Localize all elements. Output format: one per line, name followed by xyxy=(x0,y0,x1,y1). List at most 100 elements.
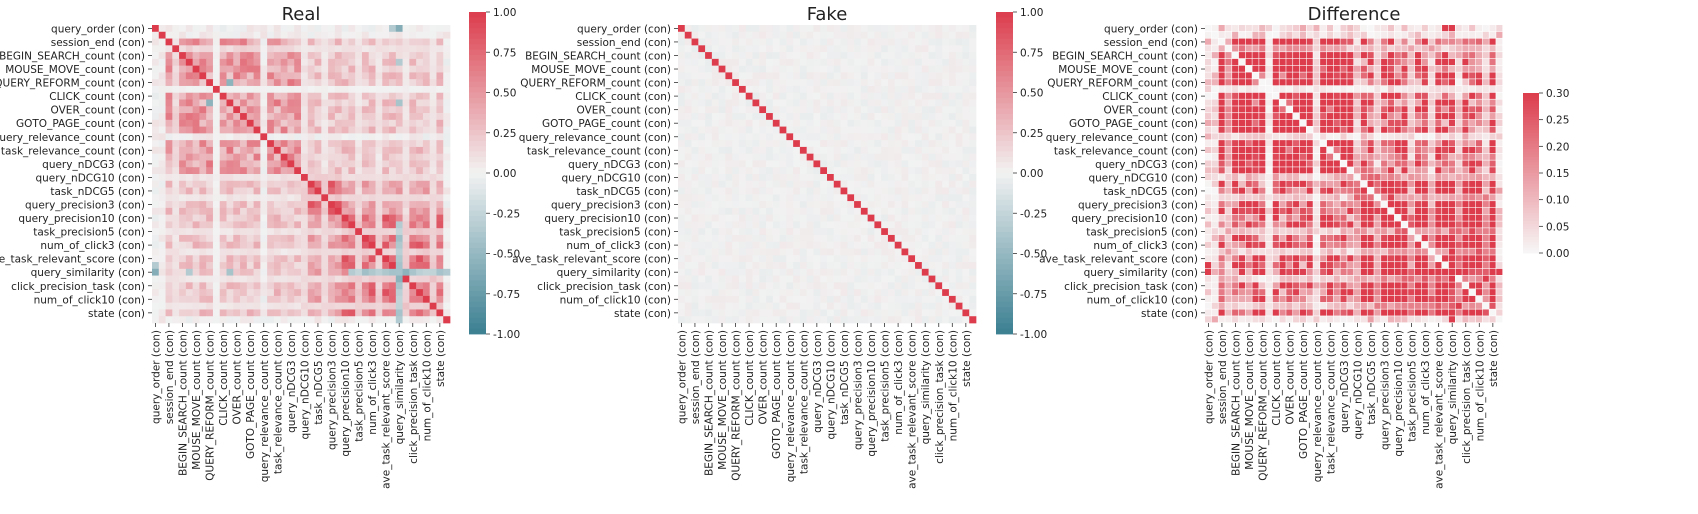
heatmap-cell xyxy=(962,72,970,80)
heatmap-cell xyxy=(833,31,841,39)
heatmap-cell xyxy=(935,187,943,195)
heatmap-cell xyxy=(382,289,390,297)
heatmap-cell xyxy=(206,295,214,304)
heatmap-cell xyxy=(355,79,363,87)
heatmap-cell xyxy=(368,38,376,46)
heatmap-cell xyxy=(1448,31,1455,38)
heatmap-cell xyxy=(833,45,841,53)
heatmap-cell xyxy=(1455,106,1462,113)
heatmap-cell xyxy=(301,99,309,107)
row-tick-label: task_nDCG5 (con) xyxy=(576,186,671,198)
heatmap-cell xyxy=(678,316,686,324)
heatmap-cell xyxy=(199,126,207,134)
heatmap-cell xyxy=(678,45,686,53)
heatmap-cell xyxy=(942,146,950,155)
heatmap-cell xyxy=(887,275,896,283)
heatmap-cell xyxy=(199,295,207,304)
heatmap-cell xyxy=(192,282,200,290)
heatmap-cell xyxy=(409,153,417,161)
heatmap-cell xyxy=(698,31,706,39)
heatmap-cell xyxy=(422,228,431,236)
heatmap-cell xyxy=(948,58,957,66)
heatmap-cell xyxy=(928,65,936,73)
heatmap-cell xyxy=(738,167,747,175)
heatmap-cell xyxy=(246,241,254,249)
heatmap-cell xyxy=(273,45,282,53)
heatmap-cell xyxy=(1326,99,1334,106)
heatmap-cell xyxy=(334,79,342,87)
heatmap-cell xyxy=(185,316,193,324)
colorbar-step xyxy=(469,54,486,61)
heatmap-cell xyxy=(422,214,431,222)
heatmap-cell xyxy=(745,85,753,94)
heatmap-cell xyxy=(395,153,403,161)
heatmap-cell xyxy=(172,133,180,141)
heatmap-cell xyxy=(935,65,943,73)
heatmap-cell xyxy=(718,113,726,121)
heatmap-cell xyxy=(840,140,848,148)
heatmap-cell xyxy=(395,65,403,73)
heatmap-cell xyxy=(165,207,173,215)
heatmap-cell xyxy=(185,248,193,256)
colorbar-step xyxy=(996,65,1013,72)
heatmap-cell xyxy=(684,275,692,283)
heatmap-cell xyxy=(1333,79,1340,86)
heatmap-cell xyxy=(860,126,868,134)
heatmap-cell xyxy=(1448,52,1455,59)
heatmap-cell xyxy=(772,282,780,290)
heatmap-cell xyxy=(725,133,733,141)
heatmap-cell xyxy=(361,133,370,141)
heatmap-cell xyxy=(1225,119,1232,126)
heatmap-cell xyxy=(928,248,936,256)
heatmap-cell xyxy=(745,119,753,127)
heatmap-cell xyxy=(678,248,686,256)
heatmap-cell xyxy=(820,302,828,310)
heatmap-cell xyxy=(772,79,780,87)
heatmap-cell xyxy=(759,234,767,243)
heatmap-cell xyxy=(307,248,315,256)
heatmap-cell xyxy=(368,262,376,270)
heatmap-cell xyxy=(725,221,733,229)
heatmap-cell xyxy=(443,45,451,53)
heatmap-cell xyxy=(416,113,424,121)
heatmap-cell xyxy=(745,45,753,53)
heatmap-cell xyxy=(416,106,424,114)
heatmap-cell xyxy=(1333,52,1340,59)
heatmap-cell xyxy=(185,113,193,121)
heatmap-cell xyxy=(226,126,234,134)
heatmap-cell xyxy=(301,167,309,175)
heatmap-cell xyxy=(827,295,835,304)
heatmap-cell xyxy=(334,167,342,175)
heatmap-cell xyxy=(908,241,916,249)
heatmap-cell xyxy=(786,31,794,39)
heatmap-cell xyxy=(233,214,241,222)
heatmap-cell xyxy=(348,72,356,80)
heatmap-cell xyxy=(165,241,173,249)
heatmap-cell xyxy=(962,289,970,297)
heatmap-cell xyxy=(948,140,957,148)
heatmap-cell xyxy=(1326,79,1334,86)
heatmap-cell xyxy=(395,234,403,243)
heatmap-cell xyxy=(240,302,248,310)
heatmap-cell xyxy=(395,289,403,297)
heatmap-cell xyxy=(1354,31,1361,38)
heatmap-cell xyxy=(172,65,180,73)
heatmap-cell xyxy=(1252,65,1259,72)
heatmap-cell xyxy=(942,31,950,39)
heatmap-cell xyxy=(179,140,187,148)
heatmap-cell xyxy=(793,302,801,310)
heatmap-cell xyxy=(1333,72,1340,79)
heatmap-cell xyxy=(793,25,801,33)
heatmap-cell xyxy=(1286,85,1293,93)
row-tick-label: query_relevance_count (con) xyxy=(519,132,671,144)
heatmap-cell xyxy=(1381,25,1388,32)
heatmap-cell xyxy=(860,113,868,121)
heatmap-cell xyxy=(301,187,309,195)
heatmap-cell xyxy=(840,282,848,290)
heatmap-cell xyxy=(192,167,200,175)
heatmap-cell xyxy=(962,241,970,249)
heatmap-cell xyxy=(260,248,268,256)
heatmap-cell xyxy=(361,194,370,202)
heatmap-cell xyxy=(860,99,868,107)
heatmap-cell xyxy=(375,207,383,215)
